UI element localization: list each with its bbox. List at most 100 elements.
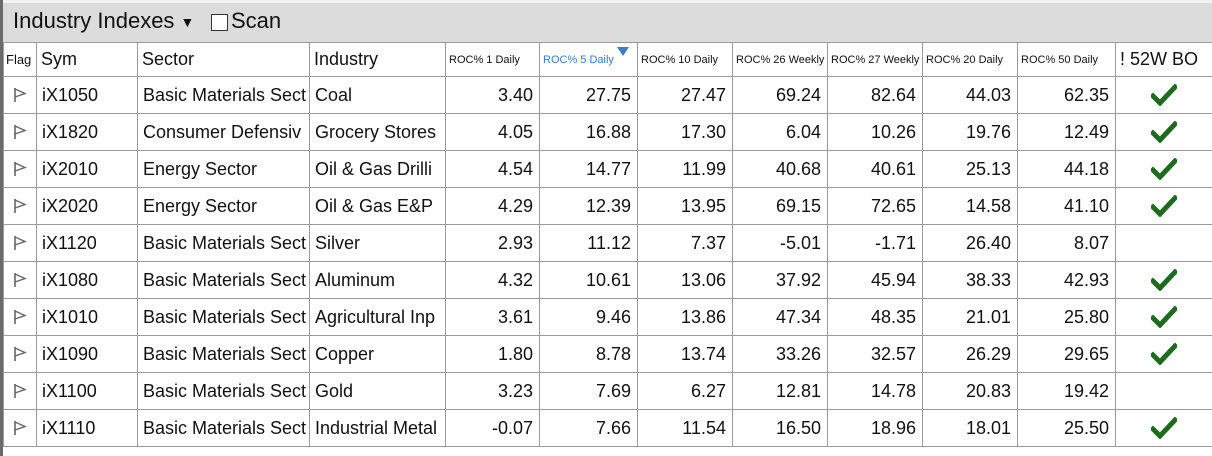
roc50d-cell: 42.93 [1017,261,1116,299]
sym-cell: iX1080 [36,261,138,299]
column-header-roc5d[interactable]: ROC% 5 Daily [539,42,638,77]
roc5d-cell: 16.88 [539,113,638,151]
roc20d-cell: 18.01 [922,409,1018,447]
table-row[interactable]: iX1120 Basic Materials Sect Silver 2.93 11.1… [3,224,1212,262]
sector-cell: Energy Sector [137,150,310,188]
table-row[interactable]: iX2010 Energy Sector Oil & Gas Drilli 4.54 1… [3,150,1212,188]
flag-icon[interactable] [13,346,27,362]
flag-cell[interactable] [3,335,37,373]
flag-cell[interactable] [3,187,37,225]
flag-cell[interactable] [3,150,37,188]
flag-icon[interactable] [13,235,27,251]
roc26w-cell: 16.50 [732,409,828,447]
flag-cell[interactable] [3,224,37,262]
window-left-border [0,0,3,456]
table-row[interactable]: iX1050 Basic Materials Sect Coal 3.40 27.75 2… [3,76,1212,114]
flag-icon[interactable] [13,87,27,103]
column-header-sector[interactable]: Sector [137,42,310,77]
checkbox-icon[interactable] [211,13,228,31]
roc5d-cell: 14.77 [539,150,638,188]
flag-icon[interactable] [13,124,27,140]
flag-cell[interactable] [3,261,37,299]
industry-cell: Industrial Metal [309,409,446,447]
checkmark-icon [1151,305,1177,328]
flag-cell[interactable] [3,409,37,447]
roc10d-cell: 13.86 [637,298,733,336]
column-header-flag[interactable]: Flag [3,42,37,77]
caret-down-icon: ▼ [180,14,195,30]
roc26w-cell: 37.92 [732,261,828,299]
roc5d-cell: 8.78 [539,335,638,373]
scan-checkbox[interactable]: Scan [211,8,281,34]
sym-cell: iX2010 [36,150,138,188]
flag-icon[interactable] [13,272,27,288]
industry-cell: Gold [309,372,446,410]
industry-indexes-dropdown[interactable]: Industry Indexes ▼ [13,8,194,34]
column-header-roc50d[interactable]: ROC% 50 Daily [1017,42,1116,77]
roc26w-cell: -5.01 [732,224,828,262]
column-header-roc27w[interactable]: ROC% 27 Weekly [827,42,923,77]
roc10d-cell: 6.27 [637,372,733,410]
table-row[interactable]: iX1110 Basic Materials Sect Industrial Met… [3,409,1212,447]
column-header-roc1d[interactable]: ROC% 1 Daily [445,42,540,77]
sym-cell: iX1820 [36,113,138,151]
roc20d-cell: 25.13 [922,150,1018,188]
table-row[interactable]: iX2020 Energy Sector Oil & Gas E&P 4.29 12.3… [3,187,1212,225]
flag-icon[interactable] [13,383,27,399]
roc5d-cell: 27.75 [539,76,638,114]
sector-cell: Basic Materials Sect [137,372,310,410]
column-header-roc10d[interactable]: ROC% 10 Daily [637,42,733,77]
table-row[interactable]: iX1010 Basic Materials Sect Agricultural I… [3,298,1212,336]
toolbar: Industry Indexes ▼ Scan [3,0,1212,42]
roc1d-cell: 4.54 [445,150,540,188]
roc10d-cell: 11.54 [637,409,733,447]
flag-cell[interactable] [3,298,37,336]
roc20d-cell: 14.58 [922,187,1018,225]
table-row[interactable]: iX1100 Basic Materials Sect Gold 3.23 7.69 6.… [3,372,1212,410]
bo52w-cell [1115,224,1212,262]
roc20d-cell: 20.83 [922,372,1018,410]
column-header-roc5d-label: ROC% 5 Daily [543,53,614,66]
flag-cell[interactable] [3,113,37,151]
sector-cell: Basic Materials Sect [137,224,310,262]
industry-cell: Agricultural Inp [309,298,446,336]
checkmark-icon [1151,416,1177,439]
table-row[interactable]: iX1090 Basic Materials Sect Copper 1.80 8.78… [3,335,1212,373]
sym-cell: iX1100 [36,372,138,410]
roc27w-cell: -1.71 [827,224,923,262]
roc50d-cell: 19.42 [1017,372,1116,410]
flag-icon[interactable] [13,161,27,177]
flag-cell[interactable] [3,76,37,114]
table-row[interactable]: iX1080 Basic Materials Sect Aluminum 4.32 10… [3,261,1212,299]
table-row[interactable]: iX1820 Consumer Defensiv Grocery Stores 4.0… [3,113,1212,151]
column-header-52w-bo[interactable]: ! 52W BO [1115,42,1212,77]
checkmark-icon [1151,120,1177,143]
sector-cell: Energy Sector [137,187,310,225]
checkmark-icon [1151,194,1177,217]
column-header-roc26w[interactable]: ROC% 26 Weekly [732,42,828,77]
column-header-roc20d[interactable]: ROC% 20 Daily [922,42,1018,77]
column-header-sym[interactable]: Sym [36,42,138,77]
flag-icon[interactable] [13,309,27,325]
roc26w-cell: 6.04 [732,113,828,151]
roc10d-cell: 11.99 [637,150,733,188]
sym-cell: iX2020 [36,187,138,225]
roc1d-cell: -0.07 [445,409,540,447]
roc26w-cell: 33.26 [732,335,828,373]
industry-cell: Aluminum [309,261,446,299]
sector-cell: Basic Materials Sect [137,261,310,299]
checkmark-icon [1151,157,1177,180]
roc1d-cell: 4.05 [445,113,540,151]
bo52w-cell [1115,261,1212,299]
flag-icon[interactable] [13,420,27,436]
flag-icon[interactable] [13,198,27,214]
column-header-industry[interactable]: Industry [309,42,446,77]
roc10d-cell: 13.95 [637,187,733,225]
industry-cell: Copper [309,335,446,373]
industry-cell: Oil & Gas Drilli [309,150,446,188]
roc26w-cell: 69.24 [732,76,828,114]
flag-cell[interactable] [3,372,37,410]
industry-cell: Coal [309,76,446,114]
sector-cell: Consumer Defensiv [137,113,310,151]
roc1d-cell: 3.40 [445,76,540,114]
